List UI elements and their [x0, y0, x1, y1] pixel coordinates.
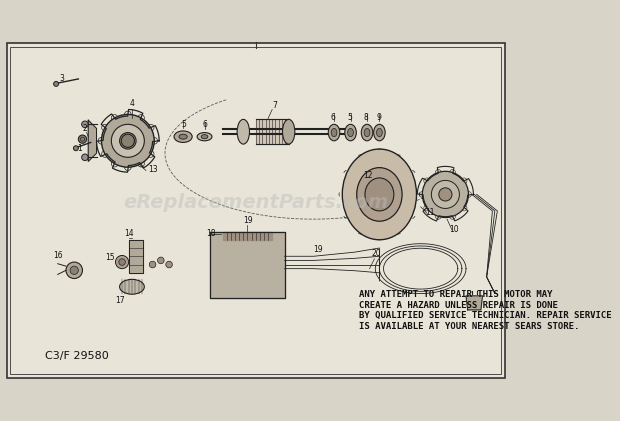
Circle shape: [120, 133, 136, 149]
Polygon shape: [88, 120, 97, 161]
Text: 1: 1: [78, 144, 82, 153]
Ellipse shape: [361, 124, 373, 141]
Text: 19: 19: [243, 216, 253, 225]
Ellipse shape: [374, 124, 385, 141]
Circle shape: [102, 115, 154, 167]
Circle shape: [115, 256, 129, 269]
Ellipse shape: [345, 124, 356, 141]
Circle shape: [157, 257, 164, 264]
Ellipse shape: [342, 149, 417, 240]
Circle shape: [439, 188, 452, 201]
Text: 12: 12: [363, 171, 373, 180]
Text: 19: 19: [314, 245, 323, 254]
Ellipse shape: [331, 128, 337, 137]
Ellipse shape: [365, 178, 394, 211]
Text: 15: 15: [105, 253, 115, 262]
Text: 16: 16: [53, 251, 63, 260]
Circle shape: [66, 262, 82, 279]
Text: 3: 3: [60, 74, 64, 83]
Ellipse shape: [376, 128, 383, 137]
Polygon shape: [210, 232, 285, 298]
Circle shape: [78, 135, 87, 143]
Ellipse shape: [179, 134, 187, 139]
Ellipse shape: [202, 135, 208, 139]
Circle shape: [53, 81, 58, 86]
Polygon shape: [255, 120, 289, 144]
Circle shape: [119, 259, 125, 265]
Circle shape: [82, 154, 88, 160]
Text: 10: 10: [450, 224, 459, 234]
Text: 9: 9: [376, 113, 381, 122]
Circle shape: [122, 134, 135, 147]
Ellipse shape: [174, 131, 192, 142]
Ellipse shape: [364, 128, 370, 137]
Circle shape: [73, 146, 78, 151]
Text: 8: 8: [364, 113, 368, 122]
Text: 7: 7: [272, 101, 277, 110]
Text: C3/F 29580: C3/F 29580: [45, 351, 109, 361]
Circle shape: [112, 124, 144, 157]
Ellipse shape: [120, 280, 144, 294]
Text: 4: 4: [130, 99, 135, 108]
Polygon shape: [130, 240, 143, 273]
Text: 5: 5: [182, 120, 187, 129]
Text: 14: 14: [124, 229, 133, 238]
Text: 5: 5: [347, 113, 352, 122]
Ellipse shape: [283, 120, 295, 144]
Circle shape: [149, 261, 156, 268]
Text: eReplacementParts.com: eReplacementParts.com: [123, 193, 388, 212]
Circle shape: [432, 180, 459, 208]
Circle shape: [82, 121, 88, 128]
Text: 17: 17: [115, 296, 125, 305]
Text: 2: 2: [82, 124, 87, 133]
Text: 6: 6: [330, 113, 335, 122]
Circle shape: [70, 266, 78, 274]
Ellipse shape: [328, 124, 340, 141]
Text: 11: 11: [425, 208, 434, 217]
Circle shape: [422, 171, 469, 218]
Circle shape: [166, 261, 172, 268]
Text: 18: 18: [206, 229, 216, 238]
Text: ANY ATTEMPT TO REPAIR THIS MOTOR MAY
CREATE A HAZARD UNLESS REPAIR IS DONE
BY QU: ANY ATTEMPT TO REPAIR THIS MOTOR MAY CRE…: [359, 290, 611, 330]
Text: 13: 13: [148, 165, 158, 174]
Text: 6: 6: [203, 120, 208, 129]
Text: 20: 20: [371, 249, 381, 258]
Ellipse shape: [348, 128, 353, 137]
Polygon shape: [466, 296, 482, 310]
Ellipse shape: [356, 168, 402, 221]
Ellipse shape: [237, 120, 249, 144]
Polygon shape: [223, 232, 272, 240]
Ellipse shape: [197, 133, 212, 141]
